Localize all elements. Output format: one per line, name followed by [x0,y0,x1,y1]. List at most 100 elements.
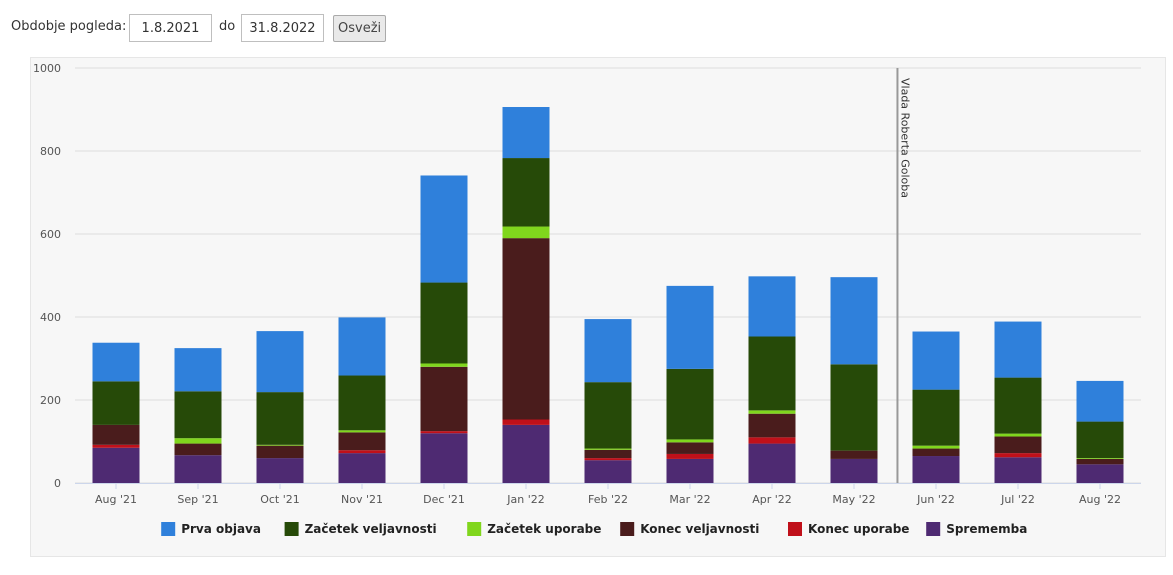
date-to-input[interactable] [241,14,324,42]
bar-segment[interactable] [830,364,878,451]
bar-segment[interactable] [994,433,1042,437]
bar-segment[interactable] [994,377,1042,434]
bar-segment[interactable] [92,342,140,382]
bar-segment[interactable] [420,431,468,434]
bar-segment[interactable] [502,107,550,159]
x-tick-label: Jun '22 [916,493,955,506]
x-tick-label: Mar '22 [669,493,710,506]
bar-segment[interactable] [748,443,796,483]
legend-item[interactable]: Sprememba [926,522,1027,536]
x-tick-label: Aug '22 [1079,493,1121,506]
toolbar: Obdobje pogleda: do Osveži [0,0,1173,56]
bar-segment[interactable] [748,276,796,337]
y-tick-label: 800 [40,145,61,158]
chart-panel: 0 200 400 600 800 1000 Aug '21 Sep '21 Oct '21 No… [30,57,1166,557]
bar-segment[interactable] [912,456,960,483]
bar-segment[interactable] [912,448,960,457]
legend-item[interactable]: Konec uporabe [788,522,909,536]
bar-segment[interactable] [912,389,960,446]
bar-segment[interactable] [994,453,1042,458]
legend: Prva objava Začetek veljavnosti Začetek up… [161,522,1027,536]
bar-segment[interactable] [256,445,304,459]
bar-segment[interactable] [338,317,386,376]
bar-segment[interactable] [174,348,222,392]
annotation-label: Vlada Roberta Goloba [898,78,911,198]
bar-segment[interactable] [256,392,304,445]
bar-segment[interactable] [502,226,550,239]
bar-segment[interactable] [92,424,140,445]
refresh-button[interactable]: Osveži [333,15,387,42]
bar-segment[interactable] [338,375,386,431]
bar-segment[interactable] [666,453,714,459]
bar-segment[interactable] [1076,458,1124,465]
x-tick-label: Feb '22 [588,493,628,506]
bar-segment[interactable] [666,285,714,369]
bar-segment[interactable] [420,282,468,364]
bar-segment[interactable] [830,450,878,459]
bar-segment[interactable] [994,457,1042,483]
legend-label: Začetek veljavnosti [305,522,437,536]
bar-segment[interactable] [502,158,550,227]
bar-segment[interactable] [584,458,632,461]
bar-segment[interactable] [92,444,140,448]
bar-segment[interactable] [92,381,140,425]
bar-segment[interactable] [1076,421,1124,459]
x-tick-label: Jul '22 [1000,493,1035,506]
bar-segment[interactable] [420,366,468,432]
bar-segment[interactable] [174,391,222,439]
bar-segment[interactable] [420,363,468,367]
bar-segment[interactable] [584,382,632,449]
legend-label: Prva objava [181,522,261,536]
legend-item[interactable]: Prva objava [161,522,261,536]
bar-segment[interactable] [666,458,714,483]
bar-segment[interactable] [912,445,960,449]
bar-segment[interactable] [92,447,140,483]
x-tick-label: Sep '21 [177,493,218,506]
x-tick-label: Dec '21 [423,493,465,506]
bar-segment[interactable] [256,444,304,446]
bar-segment[interactable] [502,419,550,425]
bar-segment[interactable] [748,413,796,438]
bar-segment[interactable] [830,277,878,365]
bar-segment[interactable] [584,449,632,459]
bar-segment[interactable] [1076,464,1124,483]
bar-segment[interactable] [912,331,960,390]
bar-segment[interactable] [584,319,632,383]
bar-segment[interactable] [1076,380,1124,422]
bar-segment[interactable] [666,439,714,443]
bar-segment[interactable] [666,368,714,440]
bar-segment[interactable] [174,438,222,444]
bar-segment[interactable] [994,436,1042,454]
bar-segment[interactable] [256,458,304,483]
bar-segment[interactable] [666,442,714,454]
period-label: Obdobje pogleda: [11,19,127,34]
legend-label: Začetek uporabe [487,522,601,536]
bar-segment[interactable] [420,175,468,283]
bar-segment[interactable] [338,432,386,451]
bar-segment[interactable] [338,450,386,454]
x-tick-label: May '22 [832,493,875,506]
bar-segment[interactable] [830,458,878,483]
bar-segment[interactable] [584,460,632,483]
bar-segment[interactable] [256,331,304,393]
bar-segment[interactable] [502,424,550,483]
bar-segment[interactable] [584,448,632,450]
bar-segment[interactable] [748,437,796,444]
legend-item[interactable]: Začetek veljavnosti [284,522,437,536]
x-tick-label: Jan '22 [506,493,544,506]
bar-segment[interactable] [994,321,1042,378]
bar-segment[interactable] [502,238,550,420]
legend-item[interactable]: Konec veljavnosti [620,522,759,536]
bar-segment[interactable] [338,453,386,483]
bar-segment[interactable] [1076,458,1124,459]
bar-segment[interactable] [420,433,468,483]
bar-segment[interactable] [338,430,386,433]
legend-swatch [161,522,176,536]
legend-swatch [284,522,299,536]
legend-item[interactable]: Začetek uporabe [467,522,601,536]
bar-segment[interactable] [174,443,222,456]
bar-segment[interactable] [748,336,796,411]
bar-segment[interactable] [748,410,796,414]
date-from-input[interactable] [129,14,212,42]
bar-segment[interactable] [174,455,222,483]
